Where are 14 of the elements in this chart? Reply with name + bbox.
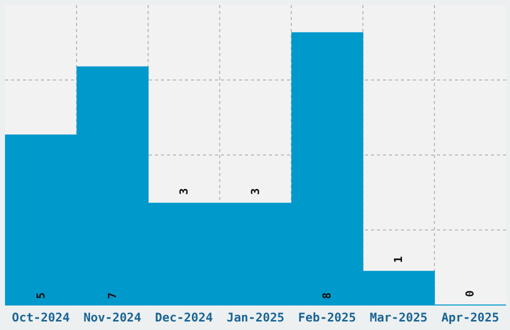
data-label: 0 [464, 290, 477, 297]
data-label: 3 [249, 188, 262, 195]
x-tick-label: Mar-2025 [370, 310, 428, 325]
data-label: 8 [320, 292, 334, 299]
x-tick-label: Jan-2025 [226, 310, 284, 325]
x-tick-label: Apr-2025 [441, 310, 500, 325]
x-tick-label: Nov-2024 [83, 310, 142, 325]
data-label: 1 [392, 256, 406, 263]
data-label: 7 [106, 292, 119, 299]
data-label: 5 [34, 292, 48, 299]
x-tick-label: Dec-2024 [155, 310, 213, 325]
x-tick-label: Oct-2024 [12, 310, 70, 325]
data-label: 3 [177, 188, 190, 195]
x-tick-label: Feb-2025 [298, 310, 356, 325]
